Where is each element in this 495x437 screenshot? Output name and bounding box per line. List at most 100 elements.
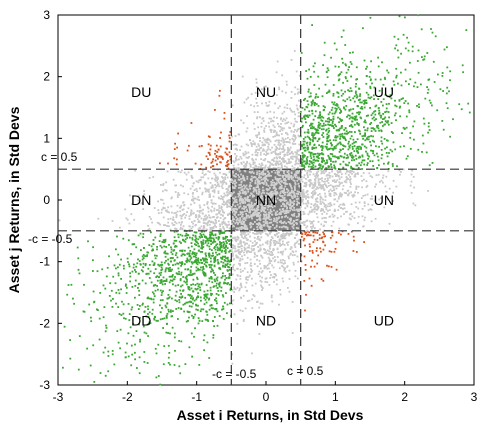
data-point: [164, 252, 167, 255]
data-point: [242, 227, 245, 229]
data-point: [220, 213, 222, 216]
data-point: [275, 169, 278, 172]
data-point: [294, 86, 297, 89]
data-point: [181, 262, 184, 265]
data-point: [321, 95, 324, 98]
data-point: [333, 210, 336, 212]
data-point: [282, 225, 285, 228]
data-point: [402, 126, 405, 129]
data-point: [329, 188, 332, 191]
data-point: [306, 193, 309, 196]
data-point: [183, 310, 185, 313]
data-point: [241, 236, 243, 238]
data-point: [281, 253, 284, 256]
data-point: [185, 173, 188, 176]
data-point: [169, 257, 172, 260]
data-point: [148, 311, 151, 314]
data-point: [327, 182, 330, 184]
data-point: [267, 173, 269, 176]
data-point: [189, 250, 192, 252]
data-point: [214, 240, 217, 243]
data-point: [187, 320, 189, 322]
data-point: [303, 255, 306, 258]
data-point: [251, 180, 253, 182]
data-point: [395, 105, 398, 108]
data-point: [370, 144, 372, 147]
data-point: [304, 264, 307, 266]
data-point: [235, 158, 238, 161]
data-point: [281, 137, 284, 140]
data-point: [300, 260, 303, 263]
data-point: [312, 118, 315, 121]
data-point: [339, 169, 342, 172]
data-point: [197, 228, 200, 231]
data-point: [391, 150, 394, 153]
data-point: [258, 270, 261, 273]
data-point: [276, 178, 279, 180]
data-point: [222, 158, 224, 160]
data-point: [287, 172, 290, 175]
data-point: [328, 89, 331, 92]
data-point: [264, 251, 267, 254]
data-point: [198, 204, 201, 207]
data-point: [369, 97, 371, 100]
data-point: [312, 136, 314, 138]
data-point: [286, 232, 288, 234]
data-point: [217, 261, 219, 264]
data-point: [349, 179, 351, 181]
data-point: [187, 274, 190, 276]
data-point: [209, 228, 212, 231]
data-point: [192, 290, 195, 293]
data-point: [238, 190, 241, 193]
data-point: [295, 155, 298, 158]
data-point: [180, 273, 183, 276]
data-point: [263, 264, 266, 267]
data-point: [291, 158, 294, 160]
data-point: [308, 231, 311, 234]
data-point: [224, 260, 227, 262]
data-point: [200, 247, 203, 249]
data-point: [226, 165, 229, 167]
data-point: [269, 271, 271, 273]
data-point: [162, 207, 165, 210]
data-point: [260, 147, 262, 149]
data-point: [268, 284, 271, 286]
data-point: [119, 226, 121, 229]
data-point: [296, 277, 299, 280]
data-point: [231, 362, 234, 365]
data-point: [330, 166, 333, 168]
data-point: [326, 120, 329, 123]
data-point: [279, 153, 281, 156]
data-point: [342, 29, 345, 32]
data-point: [179, 278, 182, 280]
data-point: [130, 364, 133, 367]
data-point: [278, 171, 280, 174]
data-point: [304, 136, 307, 139]
data-point: [280, 133, 283, 135]
data-point: [340, 89, 343, 92]
data-point: [260, 164, 262, 167]
data-point: [211, 227, 213, 229]
data-point: [301, 195, 304, 197]
data-point: [311, 196, 314, 199]
data-point: [313, 126, 315, 129]
data-point: [201, 169, 204, 172]
data-point: [131, 306, 134, 309]
data-point: [174, 284, 177, 287]
data-point: [322, 225, 325, 228]
data-point: [234, 183, 236, 185]
data-point: [253, 142, 256, 145]
data-point: [308, 234, 310, 237]
data-point: [160, 261, 163, 264]
data-point: [279, 289, 282, 291]
data-point: [214, 299, 216, 301]
data-point: [210, 186, 213, 189]
data-point: [267, 188, 270, 191]
data-point: [298, 149, 301, 152]
data-point: [340, 233, 342, 236]
data-point: [305, 115, 308, 118]
data-point: [151, 260, 154, 263]
data-point: [250, 175, 253, 178]
data-point: [272, 257, 274, 260]
data-point: [240, 161, 243, 164]
